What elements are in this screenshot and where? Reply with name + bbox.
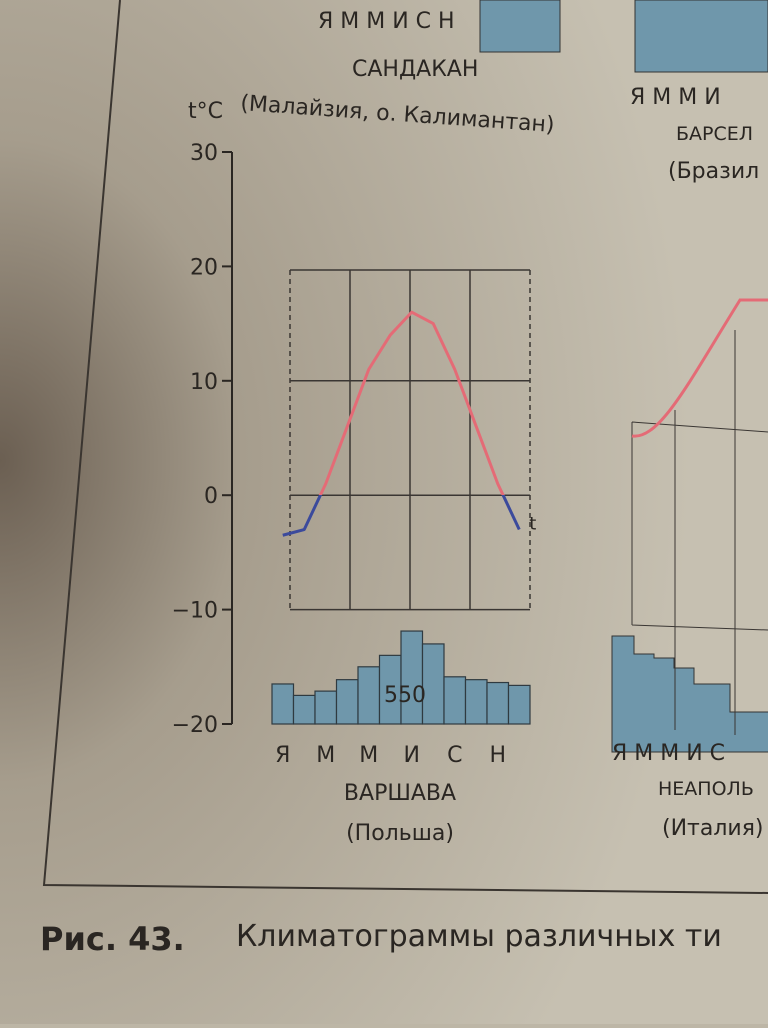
precipitation-bar	[486, 681, 510, 725]
precipitation-bar	[443, 676, 467, 725]
precipitation-bar	[400, 630, 424, 725]
precipitation-bar	[292, 694, 316, 725]
right-months: Я М М И	[630, 85, 721, 110]
naples-months: Я М М И С	[612, 741, 725, 766]
naples-grid	[631, 330, 768, 735]
precipitation-bar	[507, 684, 531, 725]
x-tick-label: Н	[489, 743, 506, 768]
y-tick-label: 10	[190, 370, 218, 395]
y-tick-label: −10	[172, 599, 218, 624]
caption-text: Климатограммы различных ти	[236, 919, 722, 954]
precipitation-bar	[464, 679, 488, 725]
chart-title: ВАРШАВА	[344, 781, 456, 806]
barcelona-bars	[634, 0, 768, 73]
top-months: Я М М И С Н	[318, 9, 455, 34]
x-tick-label: М	[316, 743, 335, 768]
y-tick-label: 30	[190, 141, 218, 166]
y-tick-label: −20	[172, 713, 218, 738]
top-title: САНДАКАН	[352, 57, 478, 82]
precipitation-bar	[335, 679, 359, 725]
right-subtitle: (Бразил	[668, 159, 759, 184]
x-tick-label: С	[447, 743, 462, 768]
x-tick-label: М	[359, 743, 378, 768]
y-tick-label: 0	[204, 484, 218, 509]
naples-bars	[611, 635, 768, 753]
line-label: t	[529, 514, 536, 535]
y-tick-label: 20	[190, 255, 218, 280]
naples-line	[631, 298, 768, 438]
precipitation-bar	[271, 683, 295, 725]
chart-subtitle: (Польша)	[346, 821, 454, 846]
page-frame	[42, 0, 768, 894]
right-title: БАРСЕЛ	[676, 123, 753, 145]
annual-precipitation: 550	[384, 683, 426, 708]
naples-title: НЕАПОЛЬ	[658, 778, 754, 800]
precipitation-bar	[314, 690, 338, 725]
precipitation-bar	[357, 666, 381, 725]
naples-subtitle: (Италия)	[662, 816, 764, 841]
x-tick-label: И	[404, 743, 420, 768]
sandakan-bars	[479, 0, 561, 53]
y-axis-label: t°C	[188, 99, 223, 124]
temperature-line	[282, 310, 521, 537]
x-tick-label: Я	[275, 743, 290, 768]
caption-number: Рис. 43.	[40, 920, 185, 958]
